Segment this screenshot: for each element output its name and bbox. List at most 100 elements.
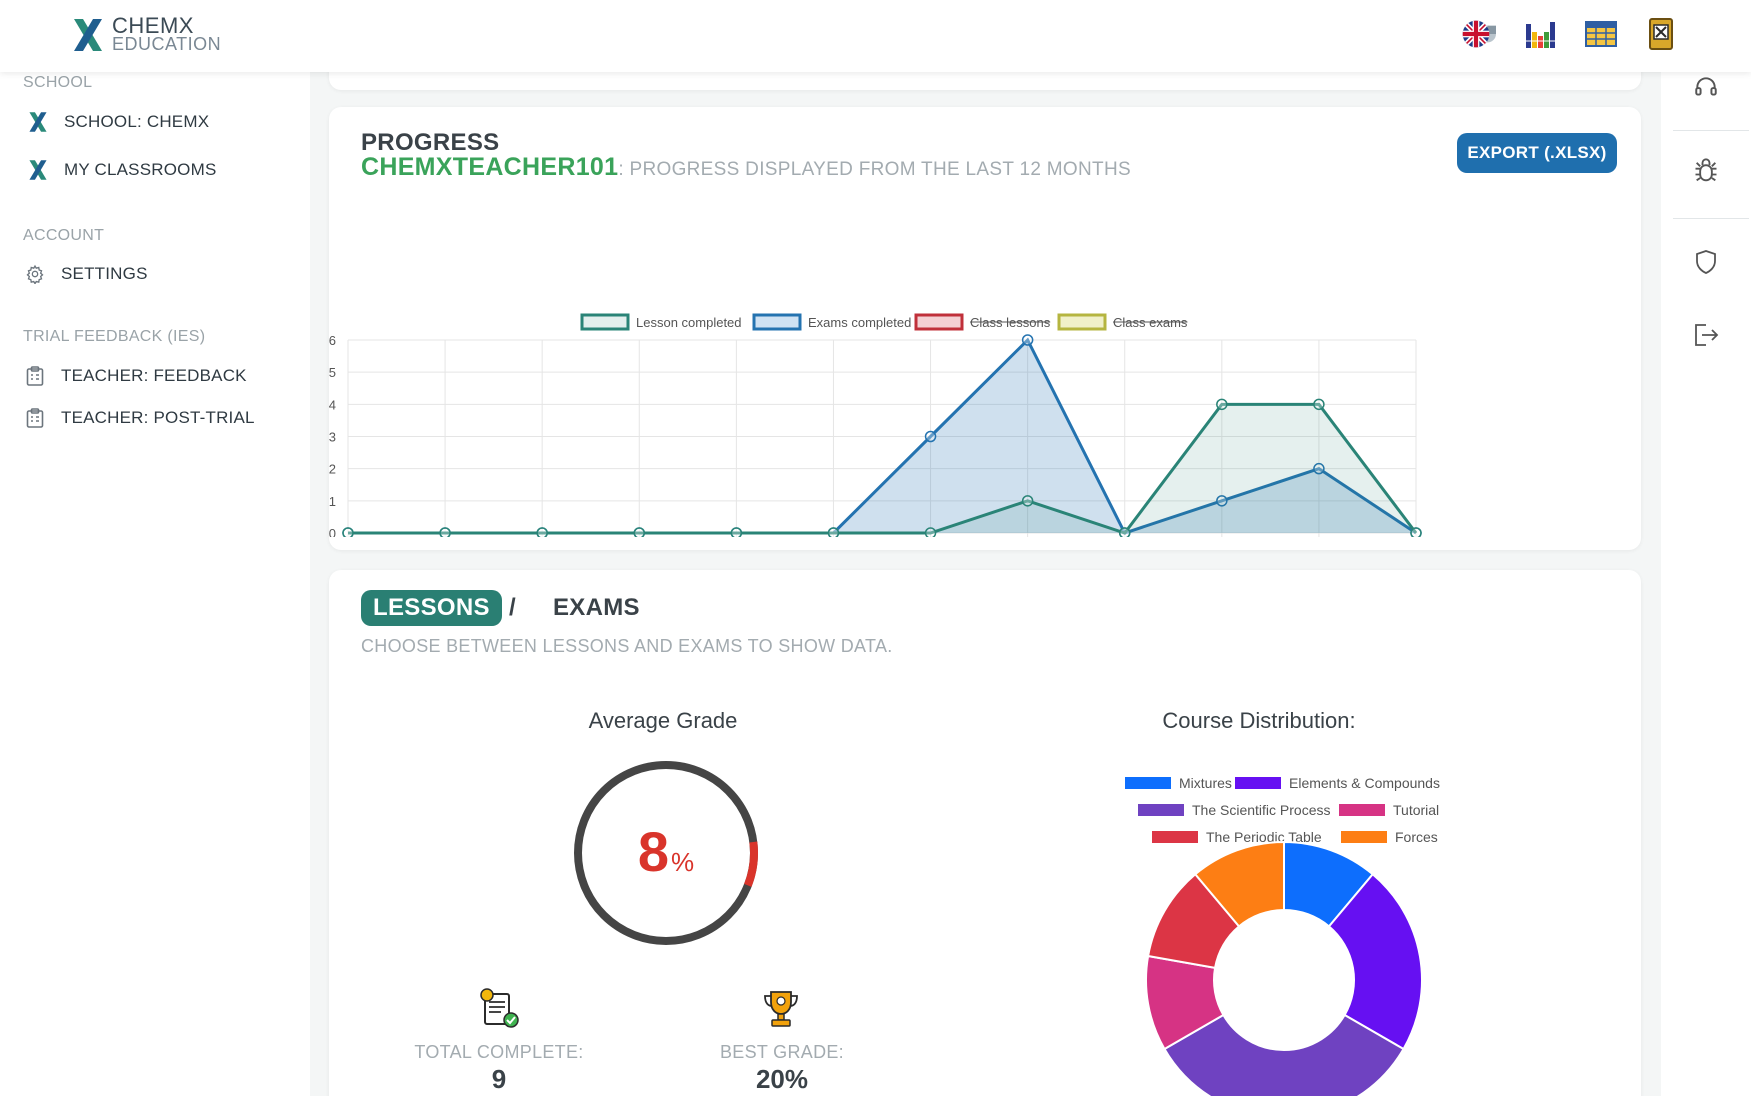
table-icon[interactable] <box>1581 16 1621 52</box>
clipboard-icon <box>23 364 47 388</box>
sidebar-item-teacher-post-trial[interactable]: TEACHER: POST-TRIAL <box>23 406 255 430</box>
legend-label: Exams completed <box>808 315 911 330</box>
y-tick-label: 6 <box>329 333 336 348</box>
logout-icon[interactable] <box>1691 320 1721 350</box>
gauge-fill-arc <box>744 841 758 887</box>
data-point <box>827 527 840 537</box>
legend-label: Tutorial <box>1393 802 1440 818</box>
progress-card: PROGRESS CHEMXTEACHER101: PROGRESS DISPL… <box>329 107 1641 550</box>
clipboard-icon <box>23 406 47 430</box>
legend-item-elements-compounds[interactable]: Elements & Compounds <box>1235 775 1440 791</box>
data-point <box>342 527 354 537</box>
legend-swatch <box>1341 831 1387 843</box>
tab-exams[interactable]: EXAMS <box>553 594 640 621</box>
sidebar-section-account: ACCOUNT <box>23 227 105 244</box>
legend-swatch <box>1057 313 1107 331</box>
data-point <box>1021 495 1034 507</box>
donut-slice-the-scientific-process <box>1163 1013 1405 1096</box>
sidebar-section-school: SCHOOL <box>23 74 93 91</box>
series-area-lesson-completed <box>348 404 1416 533</box>
book-icon[interactable] <box>1641 16 1681 52</box>
y-tick-label: 2 <box>329 462 336 477</box>
average-grade-value: 8 <box>638 820 669 883</box>
legend-item-mixtures[interactable]: Mixtures <box>1125 775 1232 791</box>
svg-text:8%: 8% <box>638 820 694 883</box>
export-xlsx-button[interactable]: EXPORT (.XLSX) <box>1457 133 1617 173</box>
average-grade-unit: % <box>671 847 694 877</box>
sidebar-item-settings[interactable]: SETTINGS <box>23 262 148 286</box>
sidebar-item-my-classrooms[interactable]: MY CLASSROOMS <box>26 158 217 182</box>
legend-item-class-exams: Class exams <box>1057 313 1188 331</box>
series-area-exams-completed <box>348 340 1416 533</box>
uk-flag-icon[interactable] <box>1461 16 1501 52</box>
chemx-logo[interactable]: CHEMX EDUCATION <box>72 13 221 54</box>
data-point <box>1216 398 1228 411</box>
legend-label: Forces <box>1395 829 1438 845</box>
chemx-logo-icon <box>74 19 102 51</box>
legend-label: Mixtures <box>1179 775 1232 791</box>
progress-description: : PROGRESS DISPLAYED FROM THE LAST 12 MO… <box>618 159 1131 180</box>
data-point <box>1216 495 1228 507</box>
best-grade-label: BEST GRADE: <box>719 1042 844 1062</box>
progress-chart: 0123456Nov-23Dec-23Jan-24Feb-24Mar-24Apr… <box>329 313 1422 537</box>
y-tick-label: 5 <box>329 365 336 380</box>
sidebar: SCHOOL SCHOOL: CHEMX MY CLASSROOMS ACCOU… <box>0 72 310 1096</box>
donut-slice-forces <box>1193 840 1285 928</box>
sidebar-item-school-chemx[interactable]: SCHOOL: CHEMX <box>26 110 209 134</box>
y-tick-label: 0 <box>329 526 336 537</box>
data-point <box>924 527 937 537</box>
data-point <box>1021 334 1034 346</box>
legend-swatch <box>1339 804 1385 816</box>
sidebar-item-label: TEACHER: FEEDBACK <box>61 366 247 385</box>
data-point <box>924 430 937 443</box>
data-point <box>633 527 646 537</box>
chemx-logo-icon <box>26 110 50 134</box>
y-tick-label: 4 <box>329 397 336 412</box>
periodic-chart-icon[interactable] <box>1521 16 1561 52</box>
data-point <box>1410 527 1422 537</box>
course-distribution-title: Course Distribution: <box>1162 708 1356 733</box>
legend-item-class-lessons: Class lessons <box>914 313 1051 331</box>
total-complete-label: TOTAL COMPLETE: <box>414 1042 584 1062</box>
sidebar-item-teacher-feedback[interactable]: TEACHER: FEEDBACK <box>23 364 247 388</box>
trophy-icon <box>761 986 801 1035</box>
tab-separator: / <box>509 594 516 621</box>
sidebar-section-trial-feedback: TRIAL FEEDBACK (IES) <box>23 328 206 345</box>
best-grade-value: 20% <box>755 1064 809 1094</box>
bug-icon[interactable] <box>1691 156 1721 186</box>
data-point <box>536 527 548 537</box>
average-grade-gauge: 8% <box>574 761 758 945</box>
legend-swatch <box>914 313 964 331</box>
legend-label: Elements & Compounds <box>1289 775 1440 791</box>
legend-item-the-scientific-process[interactable]: The Scientific Process <box>1138 802 1331 818</box>
total-complete-value: 9 <box>491 1064 507 1094</box>
legend-label: The Periodic Table <box>1206 829 1322 845</box>
brand-name: CHEMX <box>112 13 194 38</box>
progress-title: PROGRESS <box>361 129 500 156</box>
series-line-lesson-completed <box>348 402 1418 535</box>
legend-item-exams-completed: Exams completed <box>752 313 911 331</box>
legend-swatch <box>1125 777 1171 789</box>
lessons-subtitle: CHOOSE BETWEEN LESSONS AND EXAMS TO SHOW… <box>361 636 893 656</box>
shield-icon[interactable] <box>1691 247 1721 277</box>
progress-username: CHEMXTEACHER101 <box>361 153 619 181</box>
legend-label: The Scientific Process <box>1192 802 1331 818</box>
course-distribution-donut <box>1145 840 1423 1096</box>
right-rail <box>1661 72 1751 1096</box>
headset-icon[interactable] <box>1691 72 1721 102</box>
tab-lessons[interactable]: LESSONS <box>361 590 502 626</box>
legend-label: Lesson completed <box>636 315 742 330</box>
legend-item-forces[interactable]: Forces <box>1341 829 1438 845</box>
data-point <box>439 527 451 537</box>
legend-swatch <box>752 313 802 331</box>
average-grade-title: Average Grade <box>588 708 738 733</box>
chemx-logo-icon <box>26 158 50 182</box>
legend-item-the-periodic-table[interactable]: The Periodic Table <box>1152 829 1322 845</box>
y-tick-label: 3 <box>329 430 336 445</box>
legend-item-tutorial[interactable]: Tutorial <box>1339 802 1439 818</box>
data-point <box>1313 462 1325 475</box>
data-point <box>730 527 743 537</box>
sidebar-item-label: SCHOOL: CHEMX <box>64 112 210 131</box>
certificate-icon <box>477 986 521 1035</box>
legend-swatch <box>1138 804 1184 816</box>
